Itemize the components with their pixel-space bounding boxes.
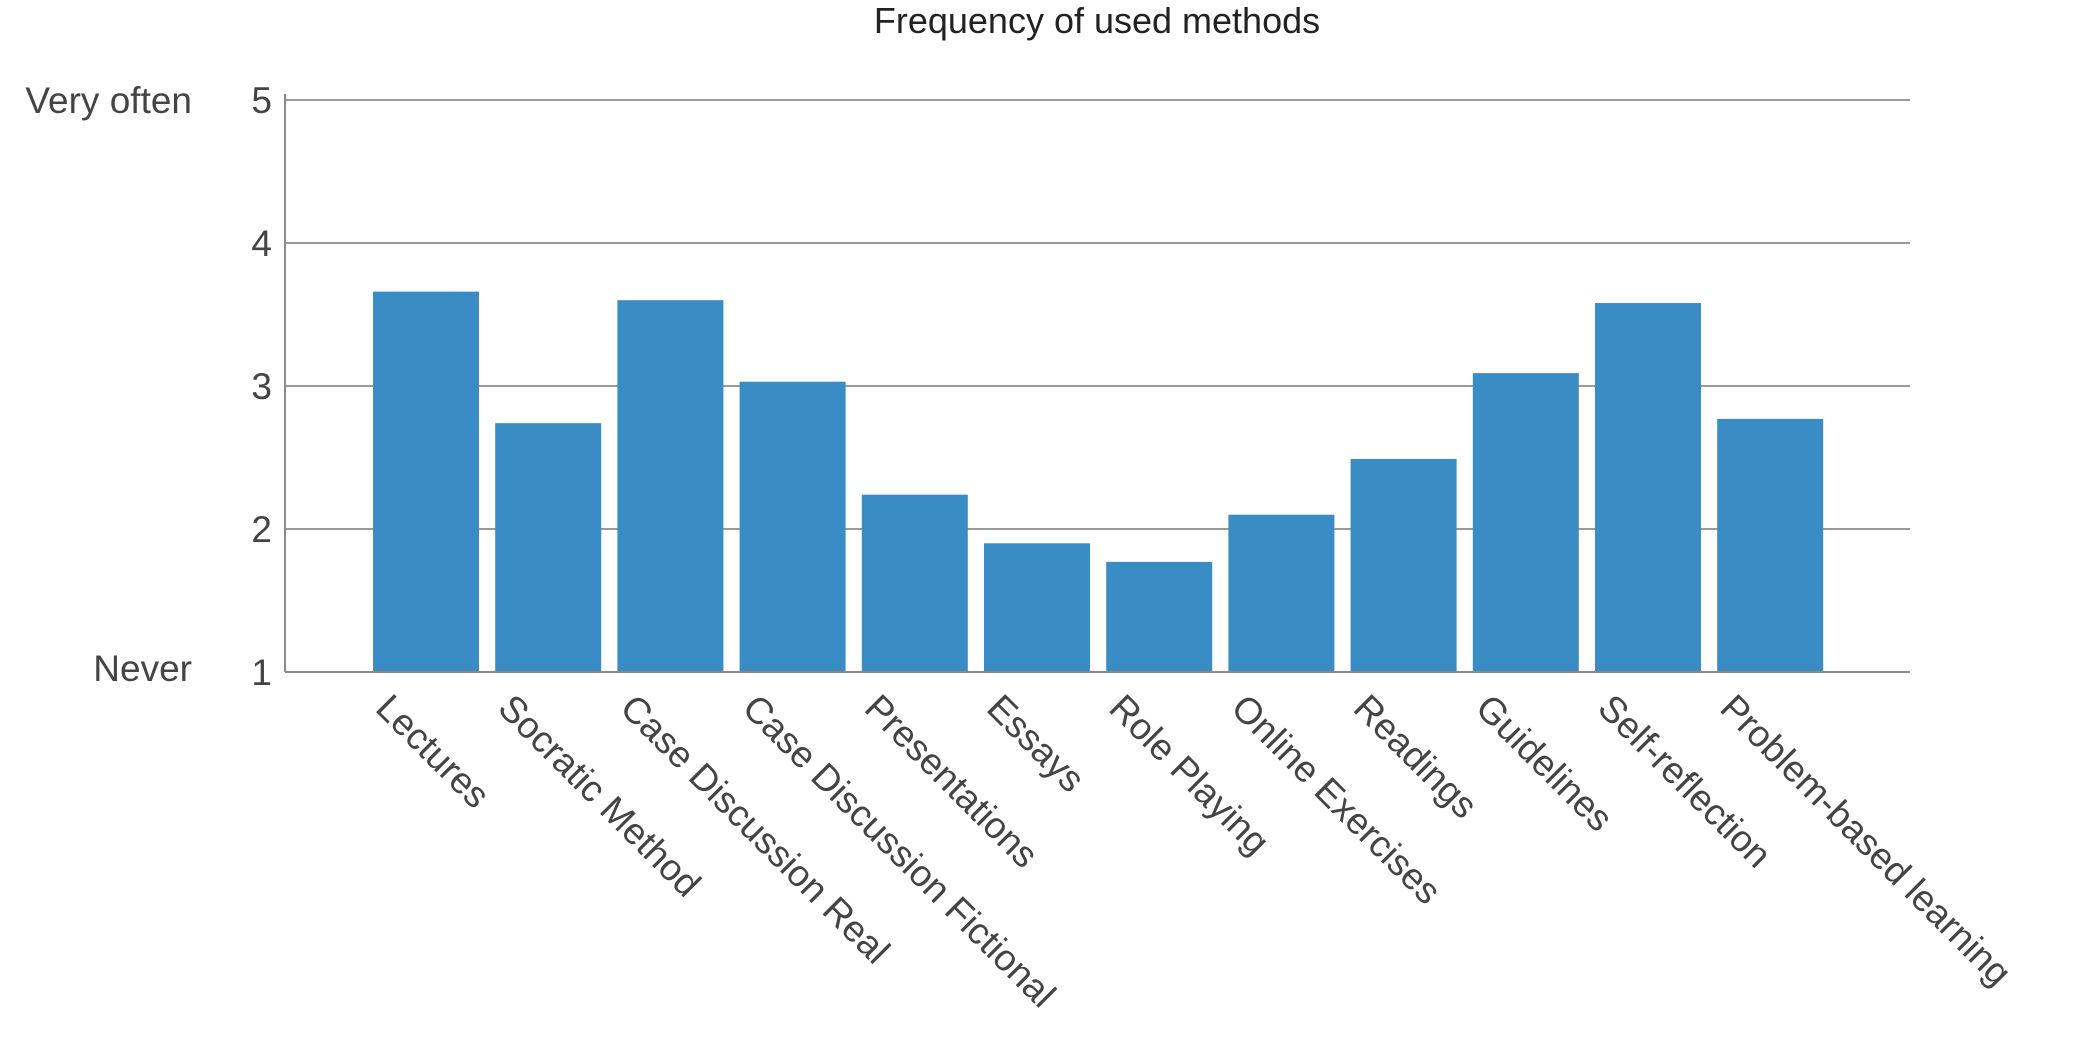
bar-essays xyxy=(984,543,1090,672)
bar-guidelines xyxy=(1472,373,1579,672)
scale-label-top: Very often xyxy=(25,80,192,121)
bar-presentations xyxy=(861,494,968,672)
y-tick-label: 3 xyxy=(251,366,272,407)
bar-self-reflection xyxy=(1595,303,1701,672)
y-tick-label: 5 xyxy=(251,80,272,121)
bar-online-exercises xyxy=(1228,514,1335,672)
bars xyxy=(373,291,1824,672)
x-tick-label: Socratic Method xyxy=(491,687,709,905)
bar-socratic-method xyxy=(495,423,602,672)
bar-role-playing xyxy=(1106,561,1213,672)
y-tick-label: 2 xyxy=(251,509,272,550)
bar-lectures xyxy=(373,291,479,672)
bar-case-discussion-real xyxy=(617,300,724,672)
bar-problem-based-learning xyxy=(1717,418,1824,672)
y-axis-ticks: 1 2 3 4 5 xyxy=(251,80,272,693)
bar-readings xyxy=(1350,458,1457,672)
y-tick-label: 4 xyxy=(251,223,272,264)
y-tick-label: 1 xyxy=(251,652,272,693)
bar-case-discussion-fictional xyxy=(739,381,846,672)
chart-title: Frequency of used methods xyxy=(874,0,1320,41)
x-tick-label: Lectures xyxy=(368,687,497,816)
scale-label-bottom: Never xyxy=(93,648,192,689)
x-tick-label: Essays xyxy=(979,687,1092,800)
x-tick-label: Online Exercises xyxy=(1224,687,1449,912)
